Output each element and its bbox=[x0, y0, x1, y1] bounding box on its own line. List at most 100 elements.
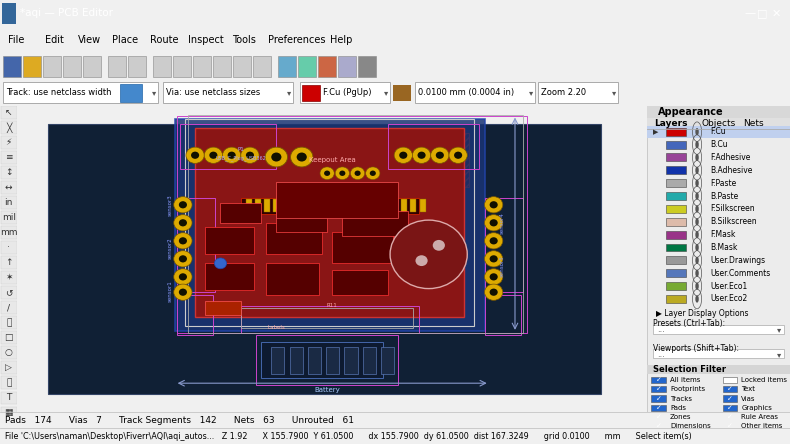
Bar bbox=[647, 106, 790, 118]
Text: Selection Filter: Selection Filter bbox=[653, 365, 726, 374]
Bar bbox=[278, 56, 296, 77]
Bar bbox=[173, 56, 191, 77]
Circle shape bbox=[695, 141, 699, 148]
Text: Text: Text bbox=[741, 386, 755, 392]
Text: F.Adhesive: F.Adhesive bbox=[710, 153, 750, 162]
Text: ▾: ▾ bbox=[612, 88, 616, 97]
Circle shape bbox=[370, 170, 376, 176]
Text: ✓: ✓ bbox=[727, 386, 733, 392]
Bar bbox=[1, 271, 17, 284]
Bar bbox=[337, 199, 344, 212]
Bar bbox=[241, 198, 419, 214]
Text: Footprints: Footprints bbox=[670, 386, 705, 392]
Bar bbox=[1, 256, 17, 269]
Circle shape bbox=[695, 231, 699, 238]
Circle shape bbox=[394, 147, 412, 163]
Bar bbox=[1, 407, 17, 419]
Circle shape bbox=[174, 215, 192, 231]
Bar bbox=[666, 269, 686, 277]
Circle shape bbox=[335, 167, 349, 179]
Text: Tracks: Tracks bbox=[670, 396, 692, 401]
Text: B.Paste: B.Paste bbox=[710, 191, 738, 201]
Circle shape bbox=[228, 152, 235, 159]
Text: View: View bbox=[78, 35, 101, 45]
Bar bbox=[723, 386, 737, 392]
Circle shape bbox=[695, 257, 699, 264]
Bar bbox=[318, 56, 336, 77]
Text: ↺: ↺ bbox=[5, 288, 13, 297]
Bar bbox=[1, 392, 17, 404]
Circle shape bbox=[436, 152, 444, 159]
Text: 0.0100 mm (0.0004 in): 0.0100 mm (0.0004 in) bbox=[418, 88, 514, 97]
Circle shape bbox=[179, 237, 187, 245]
Text: □: □ bbox=[757, 8, 767, 18]
Bar bbox=[177, 198, 216, 292]
Text: Rule Areas: Rule Areas bbox=[741, 414, 778, 420]
Circle shape bbox=[484, 269, 502, 285]
Bar bbox=[374, 199, 380, 212]
Text: ·: · bbox=[7, 243, 10, 252]
Bar bbox=[723, 396, 737, 402]
Bar bbox=[392, 199, 398, 212]
Bar bbox=[302, 84, 320, 101]
Circle shape bbox=[265, 147, 288, 167]
Bar bbox=[723, 414, 737, 420]
Text: ▾: ▾ bbox=[529, 88, 533, 97]
Circle shape bbox=[490, 219, 498, 226]
Bar bbox=[276, 182, 398, 218]
Circle shape bbox=[695, 154, 699, 161]
Bar bbox=[241, 309, 413, 328]
Circle shape bbox=[449, 147, 467, 163]
Text: sensor4: sensor4 bbox=[499, 212, 504, 234]
Circle shape bbox=[355, 170, 360, 176]
Circle shape bbox=[454, 152, 462, 159]
Text: Tools: Tools bbox=[232, 35, 256, 45]
Text: B.Silkscreen: B.Silkscreen bbox=[710, 217, 757, 226]
Text: —: — bbox=[744, 8, 755, 18]
Bar bbox=[338, 56, 356, 77]
Bar bbox=[666, 154, 686, 162]
Circle shape bbox=[484, 233, 502, 249]
Bar bbox=[666, 192, 686, 200]
Text: ≡: ≡ bbox=[5, 153, 13, 162]
Circle shape bbox=[390, 220, 467, 289]
Bar bbox=[1, 361, 17, 374]
Bar bbox=[653, 349, 784, 358]
Bar bbox=[328, 199, 334, 212]
Text: Viewports (Shift+Tab):: Viewports (Shift+Tab): bbox=[653, 344, 739, 353]
Text: Objects: Objects bbox=[702, 119, 735, 128]
Text: Pads   174      Vias   7      Track Segments   142      Nets   63      Unrouted : Pads 174 Vias 7 Track Segments 142 Nets … bbox=[5, 416, 354, 424]
Circle shape bbox=[223, 147, 241, 163]
Text: sensor2: sensor2 bbox=[167, 237, 172, 259]
Bar bbox=[3, 56, 21, 77]
Text: in: in bbox=[5, 198, 13, 207]
Text: ▷: ▷ bbox=[6, 363, 12, 372]
Text: ✓: ✓ bbox=[656, 414, 661, 420]
Bar bbox=[48, 124, 601, 394]
Bar bbox=[647, 118, 790, 129]
Bar bbox=[108, 56, 126, 77]
Bar bbox=[63, 56, 81, 77]
Circle shape bbox=[695, 295, 699, 303]
Text: Via: use netclass sizes: Via: use netclass sizes bbox=[166, 88, 260, 97]
Text: Route: Route bbox=[150, 35, 179, 45]
Circle shape bbox=[490, 289, 498, 296]
Text: Graphics: Graphics bbox=[741, 405, 773, 411]
Text: P1: P1 bbox=[238, 147, 244, 152]
Bar bbox=[213, 56, 231, 77]
Text: Help: Help bbox=[330, 35, 352, 45]
Circle shape bbox=[433, 240, 445, 251]
Bar bbox=[666, 179, 686, 187]
Circle shape bbox=[695, 205, 699, 213]
Text: Keepout Area: Keepout Area bbox=[309, 157, 356, 163]
Text: ↔: ↔ bbox=[5, 183, 13, 192]
Bar bbox=[333, 270, 388, 295]
Text: B.Cu: B.Cu bbox=[710, 140, 728, 149]
Bar bbox=[1, 181, 17, 194]
Bar bbox=[666, 256, 686, 264]
Text: ↕: ↕ bbox=[5, 168, 13, 177]
Bar bbox=[319, 199, 325, 212]
Bar bbox=[255, 199, 261, 212]
Text: ✓: ✓ bbox=[727, 414, 733, 420]
Bar bbox=[120, 84, 142, 102]
